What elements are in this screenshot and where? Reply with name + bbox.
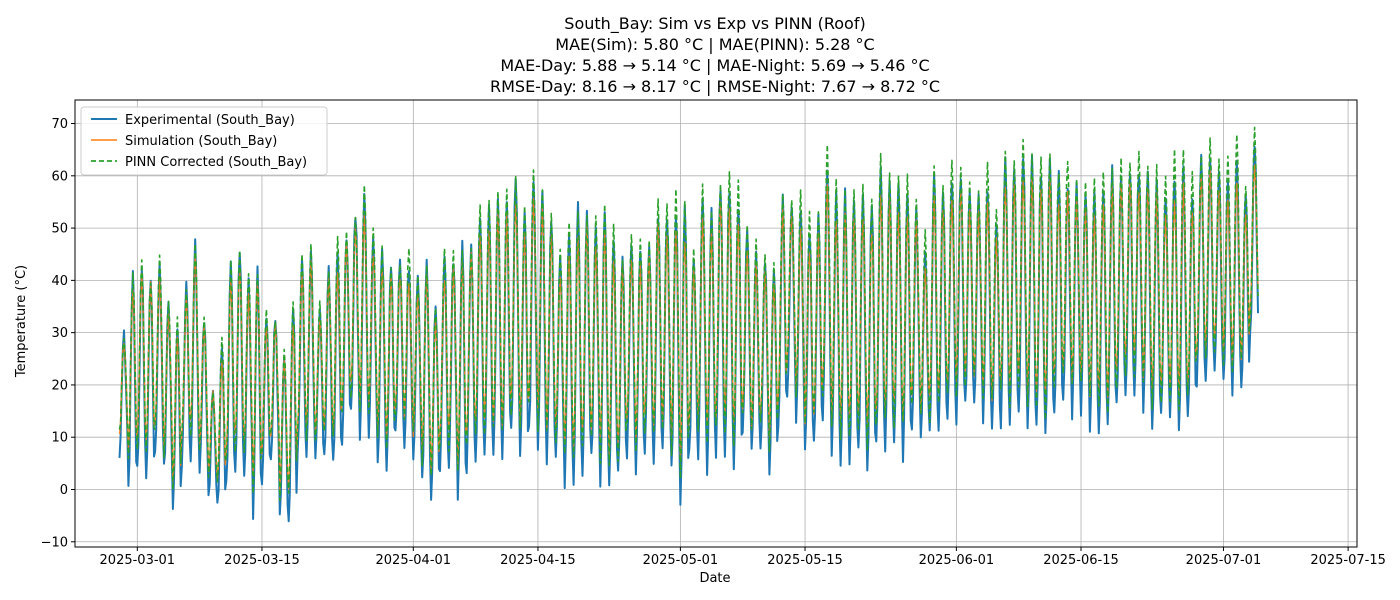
legend: Experimental (South_Bay) Simulation (Sou… bbox=[80, 106, 328, 176]
y-axis-label: Temperature (°C) bbox=[14, 265, 29, 378]
y-tick-label: 20 bbox=[51, 378, 68, 393]
x-axis-label: Date bbox=[699, 571, 730, 586]
x-tick-label: 2025-07-15 bbox=[1310, 553, 1386, 568]
y-tick-label: 30 bbox=[51, 326, 68, 341]
y-tick-label: 70 bbox=[51, 117, 68, 132]
chart-title: South_Bay: Sim vs Exp vs PINN (Roof) MAE… bbox=[490, 14, 940, 96]
x-tick-label: 2025-06-15 bbox=[1043, 553, 1119, 568]
y-tick-label: 10 bbox=[51, 431, 68, 446]
x-tick-label: 2025-05-01 bbox=[643, 553, 719, 568]
title-line-2: MAE(Sim): 5.80 °C | MAE(PINN): 5.28 °C bbox=[555, 35, 874, 54]
y-tick-label: 60 bbox=[51, 169, 68, 184]
series-pinn-line bbox=[118, 126, 1259, 502]
title-line-1: South_Bay: Sim vs Exp vs PINN (Roof) bbox=[564, 14, 865, 34]
legend-label-experimental: Experimental (South_Bay) bbox=[125, 113, 295, 128]
x-tick-label: 2025-05-15 bbox=[767, 553, 843, 568]
x-tick-label: 2025-04-15 bbox=[500, 553, 576, 568]
plot-frame bbox=[74, 99, 1358, 548]
x-tick-label: 2025-06-01 bbox=[919, 553, 995, 568]
title-line-3: MAE-Day: 5.88 → 5.14 °C | MAE-Night: 5.6… bbox=[500, 56, 929, 75]
legend-label-pinn: PINN Corrected (South_Bay) bbox=[125, 155, 307, 170]
legend-box bbox=[80, 106, 328, 176]
y-tick-label: −10 bbox=[41, 535, 68, 550]
y-tick-label: 50 bbox=[51, 222, 68, 237]
x-axis: 2025-03-01 2025-03-15 2025-04-01 2025-04-15… bbox=[100, 547, 1386, 568]
title-line-4: RMSE-Day: 8.16 → 8.17 °C | RMSE-Night: 7… bbox=[490, 77, 940, 96]
y-axis: −10 0 10 20 30 40 50 60 70 bbox=[41, 117, 75, 550]
y-tick-label: 0 bbox=[60, 483, 68, 498]
x-tick-label: 2025-03-15 bbox=[224, 553, 300, 568]
x-tick-label: 2025-03-01 bbox=[100, 553, 176, 568]
legend-label-simulation: Simulation (South_Bay) bbox=[125, 134, 277, 149]
x-tick-label: 2025-04-01 bbox=[376, 553, 452, 568]
y-tick-label: 40 bbox=[51, 274, 68, 289]
x-tick-label: 2025-07-01 bbox=[1186, 553, 1262, 568]
grid-lines bbox=[75, 100, 1357, 547]
series-layer bbox=[118, 126, 1259, 523]
